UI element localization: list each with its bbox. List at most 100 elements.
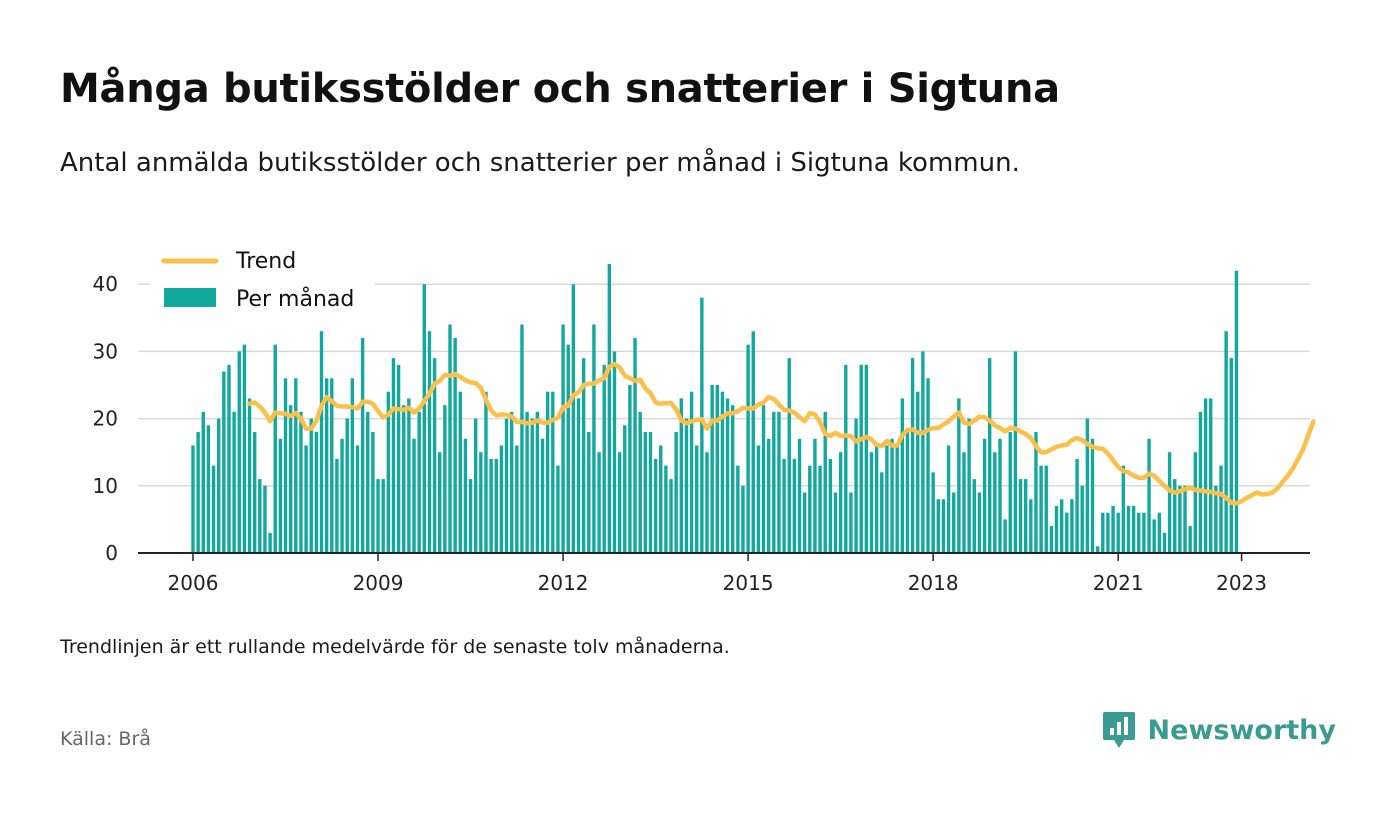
bar [494, 458, 498, 553]
chart: 0 10 20 30 40 2006 2009 2012 2015 2018 2021 2023 Tr… [93, 242, 1316, 595]
bar [551, 391, 555, 553]
bar [1101, 512, 1105, 553]
x-tick-label: 2018 [908, 571, 959, 595]
y-tick-label: 30 [93, 339, 118, 363]
bar [1173, 479, 1177, 553]
bar [479, 452, 483, 553]
y-tick-label: 40 [93, 272, 118, 296]
bar [1008, 432, 1012, 553]
bar [844, 364, 848, 553]
bar [509, 411, 514, 553]
bar [612, 351, 617, 553]
bar [1116, 512, 1120, 553]
bar [484, 391, 488, 553]
bar [725, 398, 730, 553]
bar [1085, 418, 1090, 553]
bar [468, 479, 473, 553]
bar [381, 479, 385, 553]
bar [412, 438, 416, 553]
bar [448, 324, 452, 553]
bar [931, 472, 935, 553]
bar [849, 492, 853, 553]
bar [808, 465, 812, 553]
legend: Trend Per månad [150, 242, 375, 322]
bar [736, 465, 740, 553]
bar [268, 532, 272, 553]
bar [874, 445, 879, 553]
bar [376, 479, 380, 553]
bar [1111, 505, 1115, 553]
bar [309, 418, 313, 553]
bar [1065, 512, 1069, 553]
legend-trend-label: Trend [235, 249, 296, 274]
bar [982, 438, 987, 553]
bar [993, 452, 997, 553]
bar [504, 418, 509, 553]
bar [1034, 432, 1038, 553]
bar [1193, 452, 1197, 553]
bar [571, 284, 576, 553]
x-tick-label: 2012 [538, 571, 589, 595]
bar [422, 284, 426, 553]
chart-title: Många butiksstölder och snatterier i Sig… [60, 66, 1060, 112]
bar [319, 331, 324, 553]
bar [499, 445, 504, 553]
bar [294, 378, 298, 553]
x-tick-label: 2015 [723, 571, 774, 595]
bar [813, 438, 817, 553]
bar [664, 465, 668, 553]
bar [967, 418, 971, 553]
bar [957, 398, 961, 553]
bar [201, 411, 205, 553]
bar [407, 398, 411, 553]
bar [1075, 458, 1079, 553]
x-tick-label: 2021 [1093, 571, 1144, 595]
bar [772, 411, 776, 553]
bar [977, 492, 982, 553]
bar [1039, 465, 1043, 553]
bar [1147, 438, 1151, 553]
x-tick-label: 2009 [353, 571, 404, 595]
bar [751, 331, 755, 553]
bar [854, 418, 858, 553]
bar [715, 385, 719, 553]
bar [402, 405, 406, 553]
bar [545, 391, 550, 553]
bar [278, 438, 283, 553]
bar [828, 458, 833, 553]
bar [1137, 512, 1141, 553]
bar [689, 391, 694, 553]
bar [1142, 512, 1146, 553]
bar [869, 452, 874, 553]
y-tick-label: 0 [105, 541, 118, 565]
bar [1198, 411, 1203, 553]
trend-line [247, 361, 1316, 506]
x-tick-label: 2023 [1216, 571, 1267, 595]
bar [921, 351, 925, 553]
bar [335, 458, 339, 553]
bar [756, 445, 761, 553]
bar [314, 432, 319, 553]
bar [972, 479, 976, 553]
bar [237, 351, 241, 553]
bar [304, 445, 308, 553]
legend-bar-label: Per månad [236, 286, 354, 312]
legend-bar-swatch [164, 288, 216, 307]
bar [217, 418, 221, 553]
bar [432, 358, 437, 553]
bar [273, 344, 277, 553]
bar [515, 445, 519, 553]
bar [1013, 351, 1018, 553]
bar [1152, 519, 1156, 553]
bar [700, 297, 704, 553]
bar [1219, 465, 1223, 553]
bar [1167, 452, 1172, 553]
bar [1054, 505, 1059, 553]
bar [1023, 479, 1028, 553]
bar [458, 391, 462, 553]
bar [366, 411, 370, 553]
bar [905, 432, 910, 553]
bar [443, 405, 447, 553]
bar [232, 411, 236, 553]
bar [674, 432, 678, 553]
